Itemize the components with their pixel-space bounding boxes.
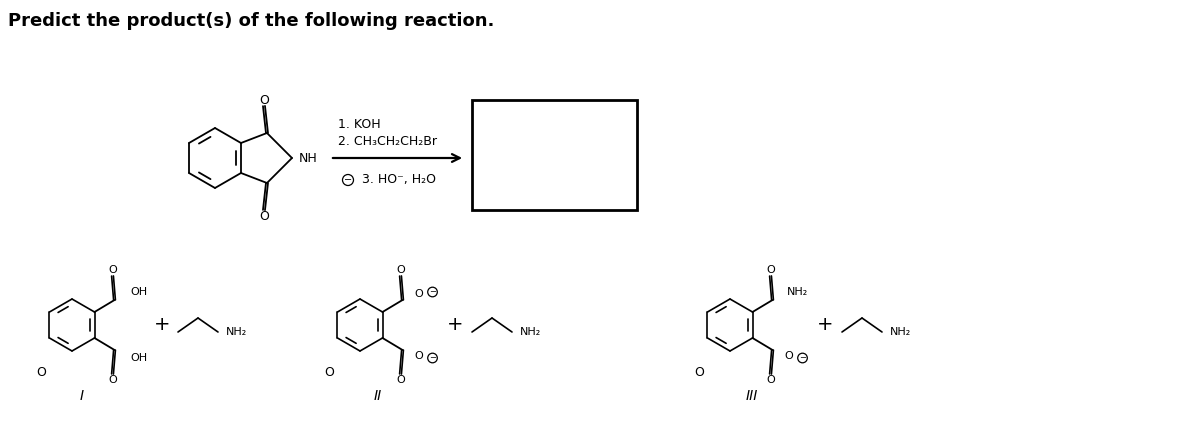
Text: +: +: [446, 316, 463, 335]
Text: O: O: [36, 366, 46, 380]
Text: O: O: [259, 93, 269, 107]
Text: O: O: [324, 366, 334, 380]
Text: O: O: [108, 375, 116, 385]
Text: 1. KOH: 1. KOH: [338, 117, 380, 130]
Text: O: O: [396, 265, 404, 275]
Text: O: O: [259, 209, 269, 222]
Text: O: O: [766, 375, 775, 385]
Text: NH₂: NH₂: [520, 327, 541, 337]
Text: −: −: [344, 175, 352, 185]
Text: OH: OH: [131, 287, 148, 297]
Text: −: −: [430, 288, 436, 297]
Text: II: II: [374, 389, 382, 403]
Text: O: O: [108, 265, 116, 275]
Text: −: −: [430, 353, 436, 362]
Text: O: O: [694, 366, 704, 380]
Text: III: III: [746, 389, 758, 403]
Text: O: O: [396, 375, 404, 385]
Bar: [472, 100, 637, 210]
Text: NH₂: NH₂: [890, 327, 911, 337]
Text: O: O: [414, 289, 424, 299]
Text: O: O: [414, 351, 424, 361]
Text: −: −: [799, 353, 806, 362]
Text: 2. CH₃CH₂CH₂Br: 2. CH₃CH₂CH₂Br: [338, 135, 437, 148]
Text: OH: OH: [131, 353, 148, 363]
Text: NH₂: NH₂: [786, 287, 808, 297]
Text: NH: NH: [299, 151, 318, 165]
Text: 3. HO⁻, H₂O: 3. HO⁻, H₂O: [358, 173, 436, 187]
Text: +: +: [154, 316, 170, 335]
Text: I: I: [80, 389, 84, 403]
Text: Predict the product(s) of the following reaction.: Predict the product(s) of the following …: [8, 12, 494, 30]
Text: +: +: [817, 316, 833, 335]
Text: O: O: [785, 351, 793, 361]
Text: O: O: [766, 265, 775, 275]
Text: NH₂: NH₂: [226, 327, 247, 337]
